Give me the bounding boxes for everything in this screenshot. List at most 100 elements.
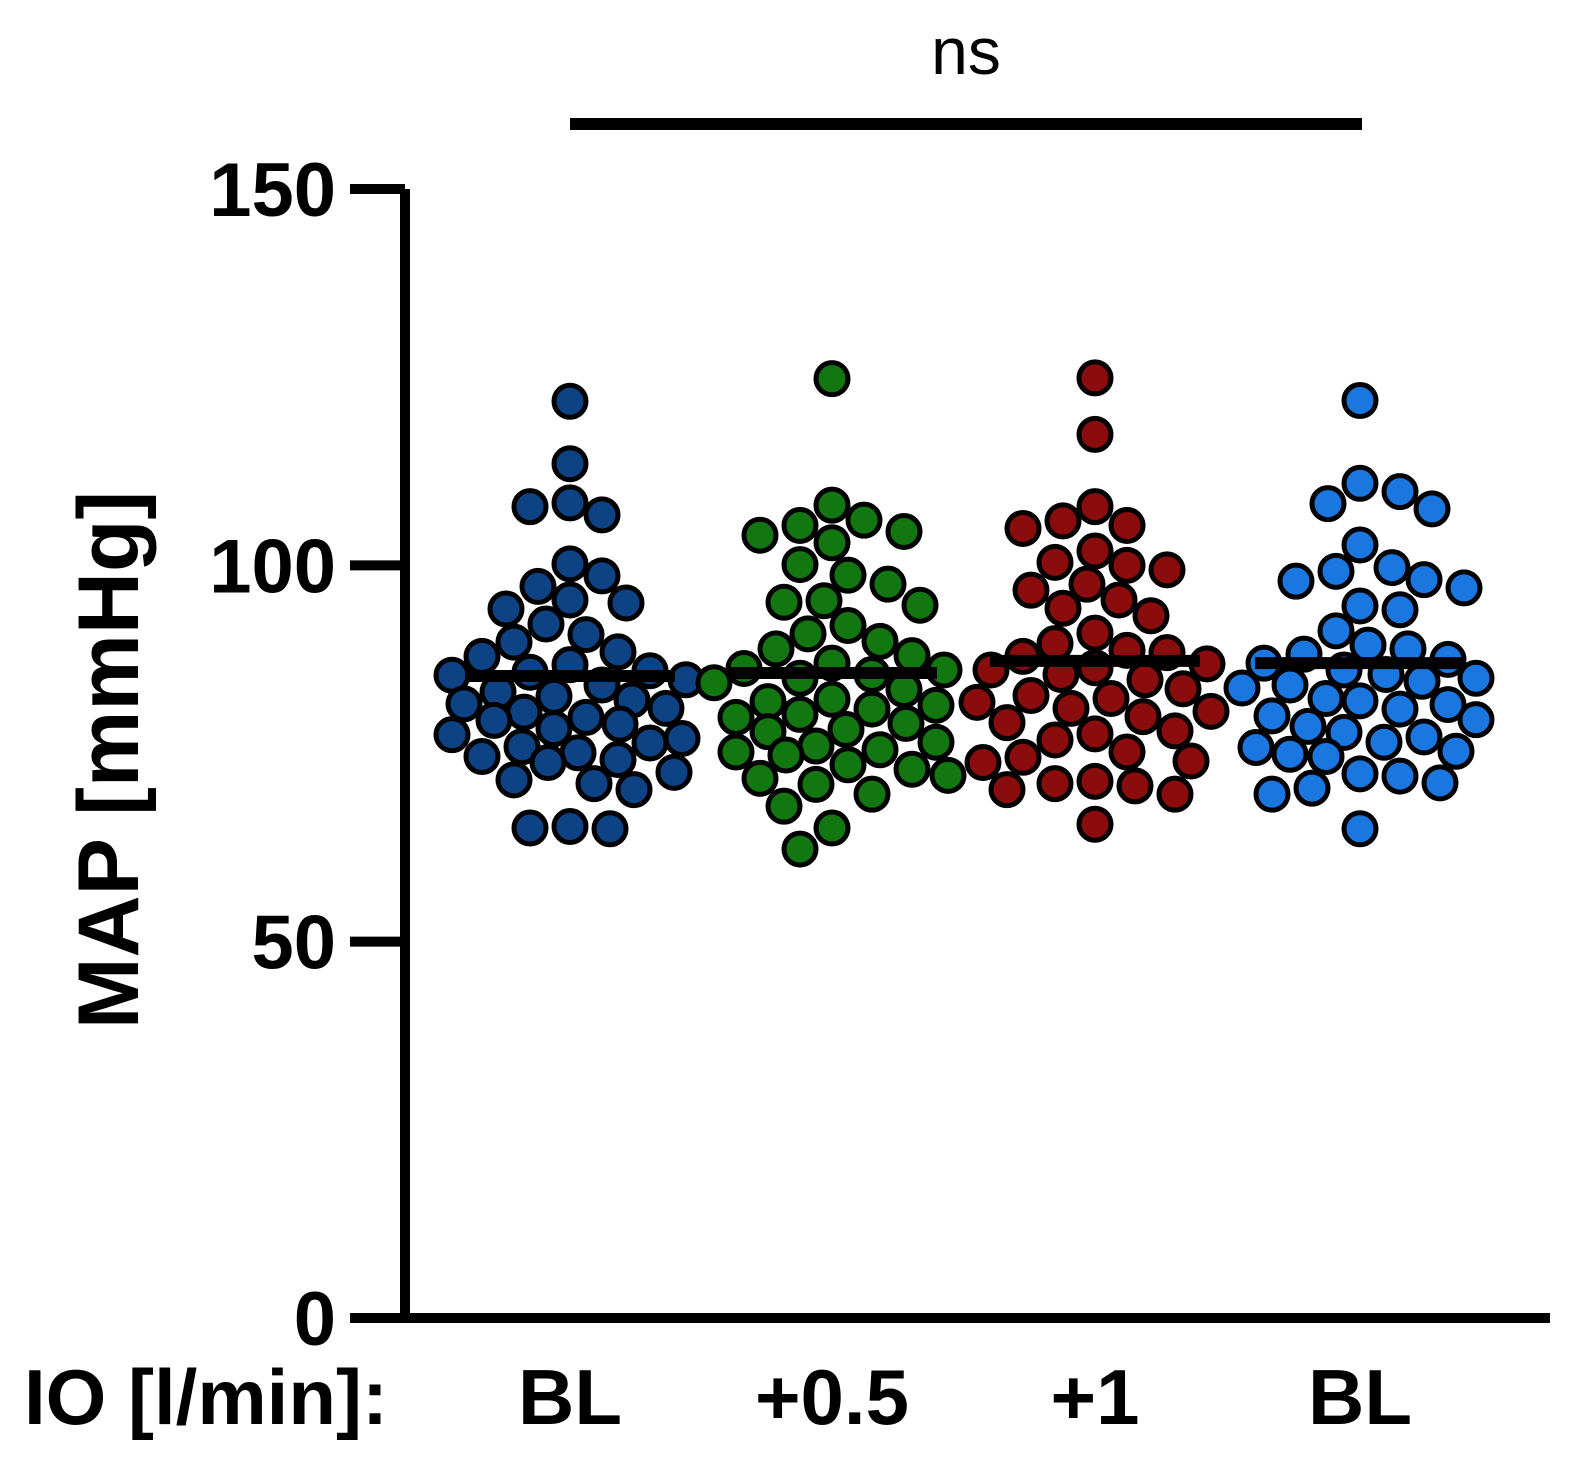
data-point-s0-36 [559, 734, 597, 772]
data-point-s3-28 [1381, 690, 1419, 728]
data-point-s0-29 [475, 701, 513, 739]
data-point-s3-44 [1341, 810, 1379, 848]
data-point-s1-28 [853, 690, 891, 728]
data-point-s0-25 [445, 685, 483, 723]
data-point-s3-30 [1457, 701, 1495, 739]
data-point-s1-34 [917, 723, 955, 761]
data-point-s1-41 [929, 756, 967, 794]
data-point-s2-26 [1012, 677, 1050, 715]
data-point-s1-13 [829, 607, 867, 645]
data-point-s2-30 [1192, 692, 1230, 730]
data-point-s2-4 [1108, 506, 1146, 544]
data-point-s3-10 [1445, 569, 1483, 607]
data-point-s2-10 [1068, 565, 1106, 603]
data-point-s2-6 [1076, 532, 1114, 570]
data-point-s3-40 [1381, 757, 1419, 795]
data-point-s0-6 [583, 557, 621, 595]
data-point-s0-30 [601, 705, 639, 743]
data-point-s1-4 [885, 512, 923, 550]
data-point-s2-35 [1036, 721, 1074, 759]
data-point-s2-1 [1076, 415, 1114, 453]
data-point-s3-22 [1403, 662, 1441, 700]
data-point-s0-15 [463, 637, 501, 675]
data-point-s1-29 [781, 695, 819, 733]
data-point-s3-11 [1341, 587, 1379, 625]
data-point-s2-29 [1052, 689, 1090, 727]
data-point-s2-12 [1100, 581, 1138, 619]
data-point-s0-37 [463, 738, 501, 776]
data-point-s1-7 [781, 546, 819, 584]
data-point-s0-12 [567, 616, 605, 654]
data-point-s1-39 [829, 746, 867, 784]
data-point-s0-43 [615, 771, 653, 809]
data-point-s1-10 [805, 582, 843, 620]
data-point-s3-35 [1237, 728, 1275, 766]
x-category-label-1: +0.5 [755, 1353, 909, 1441]
data-point-s0-46 [591, 810, 629, 848]
data-point-s1-23 [695, 664, 733, 702]
data-point-s3-5 [1341, 526, 1379, 564]
y-tick-label-2: 100 [209, 524, 336, 609]
data-point-s3-7 [1317, 552, 1355, 590]
data-point-s0-39 [529, 744, 567, 782]
data-point-s0-40 [655, 753, 693, 791]
data-point-s0-9 [607, 584, 645, 622]
data-point-s1-37 [717, 733, 755, 771]
data-point-s3-12 [1381, 591, 1419, 629]
data-point-s0-0 [551, 382, 589, 420]
x-category-label-2: +1 [1051, 1353, 1140, 1441]
data-point-s1-16 [757, 630, 795, 668]
data-point-s2-31 [1124, 698, 1162, 736]
data-point-s3-36 [1437, 732, 1475, 770]
data-point-s0-7 [519, 567, 557, 605]
data-point-s1-9 [869, 565, 907, 603]
data-point-s1-17 [893, 637, 931, 675]
data-point-s3-26 [1341, 682, 1379, 720]
data-point-s2-16 [1036, 625, 1074, 663]
data-point-s2-15 [1076, 614, 1114, 652]
data-point-s2-33 [1156, 712, 1194, 750]
data-point-s1-1 [813, 486, 851, 524]
data-point-s0-11 [527, 605, 565, 643]
data-point-s0-4 [583, 496, 621, 534]
data-point-s2-28 [958, 683, 996, 721]
data-point-s0-14 [599, 633, 637, 671]
y-ticks: 0 50 100 150 [209, 148, 405, 1362]
data-point-s1-6 [813, 524, 851, 562]
data-point-s2-2 [1076, 488, 1114, 526]
data-point-s2-34 [1076, 715, 1114, 753]
data-point-s3-14 [1349, 626, 1387, 664]
data-point-s3-41 [1421, 764, 1459, 802]
data-point-s1-25 [813, 680, 851, 718]
data-point-s3-9 [1277, 562, 1315, 600]
data-point-s3-42 [1293, 769, 1331, 807]
data-point-s3-6 [1373, 549, 1411, 587]
data-point-s3-13 [1317, 612, 1355, 650]
data-point-s0-23 [535, 677, 573, 715]
data-point-s3-37 [1271, 735, 1309, 773]
x-category-label-0: BL [518, 1353, 622, 1441]
x-category-labels: BL +0.5 +1 BL [518, 1353, 1412, 1441]
data-point-s3-21 [1457, 659, 1495, 697]
data-point-s0-44 [551, 808, 589, 846]
data-point-s0-3 [511, 488, 549, 526]
y-tick-label-0: 0 [294, 1277, 336, 1362]
data-point-s0-8 [551, 581, 589, 619]
data-point-s1-3 [781, 506, 819, 544]
data-point-s2-45 [1076, 805, 1114, 843]
data-point-s3-33 [1405, 718, 1443, 756]
data-point-s2-0 [1076, 359, 1114, 397]
data-point-s1-30 [717, 698, 755, 736]
data-point-s2-42 [1116, 767, 1154, 805]
data-point-s3-23 [1271, 666, 1309, 704]
data-point-s2-39 [964, 744, 1002, 782]
data-point-s1-32 [827, 710, 865, 748]
data-point-s2-38 [1172, 742, 1210, 780]
data-point-s2-32 [988, 704, 1026, 742]
data-point-s3-2 [1381, 473, 1419, 511]
data-point-s3-1 [1341, 464, 1379, 502]
data-point-s1-27 [917, 686, 955, 724]
data-point-s1-8 [829, 556, 867, 594]
data-point-s2-7 [1036, 543, 1074, 581]
data-point-s0-35 [503, 728, 541, 766]
